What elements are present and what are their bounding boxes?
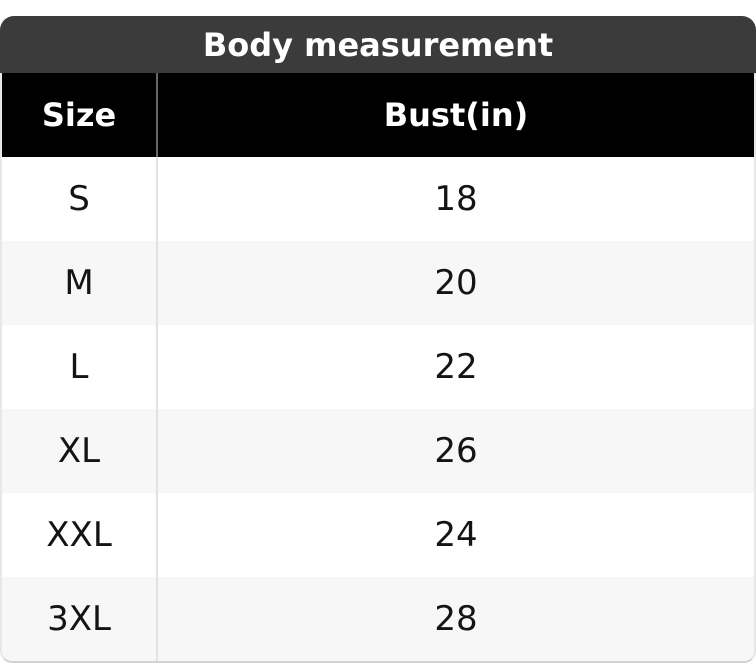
chart-title: Body measurement: [202, 25, 554, 64]
size-cell: S: [2, 157, 158, 241]
bust-cell: 22: [157, 325, 754, 409]
table-row: S 18: [2, 157, 754, 241]
bust-cell: 24: [157, 493, 754, 577]
bust-cell: 20: [157, 241, 754, 325]
bust-cell: 18: [157, 157, 754, 241]
table-body: S 18 M 20 L 22 XL 26 XXL 24 3XL 28: [2, 157, 754, 661]
size-cell: L: [2, 325, 158, 409]
size-chart-card: Body measurement Size Bust(in) S 18 M 20 L 22…: [0, 16, 756, 663]
title-bar: Body measurement: [0, 16, 756, 73]
bust-cell: 28: [157, 577, 754, 661]
size-cell: XXL: [2, 493, 158, 577]
table-row: M 20: [2, 241, 754, 325]
header-row: Size Bust(in): [2, 73, 754, 157]
table-row: L 22: [2, 325, 754, 409]
column-header-size: Size: [2, 73, 158, 157]
table-row: XXL 24: [2, 493, 754, 577]
bust-cell: 26: [157, 409, 754, 493]
size-cell: 3XL: [2, 577, 158, 661]
size-cell: XL: [2, 409, 158, 493]
size-table: Size Bust(in) S 18 M 20 L 22 XL 26 XXL 24 3XL 28: [2, 73, 754, 661]
size-table-wrap: Size Bust(in) S 18 M 20 L 22 XL 26 XXL 24 3XL 28: [0, 73, 756, 663]
size-cell: M: [2, 241, 158, 325]
table-header: Size Bust(in): [2, 73, 754, 157]
table-row: 3XL 28: [2, 577, 754, 661]
table-row: XL 26: [2, 409, 754, 493]
column-header-bust: Bust(in): [157, 73, 754, 157]
